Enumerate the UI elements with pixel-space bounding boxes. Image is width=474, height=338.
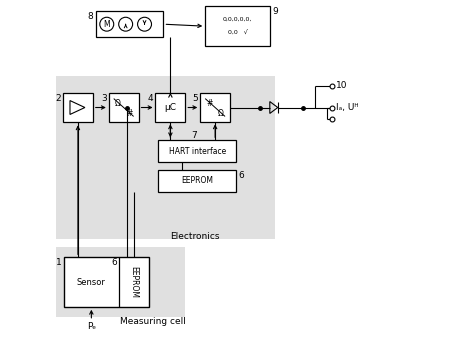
Bar [158, 140, 236, 162]
Text: 1: 1 [56, 258, 62, 267]
Text: 9: 9 [273, 7, 279, 16]
Bar [155, 93, 185, 122]
Text: 0,0   √: 0,0 √ [228, 29, 247, 35]
Bar [63, 93, 93, 122]
Bar [205, 6, 270, 46]
Text: Ω: Ω [115, 99, 121, 108]
Text: 10: 10 [337, 81, 348, 90]
Bar [96, 11, 164, 37]
Text: HART interface: HART interface [169, 147, 226, 155]
Text: Sensor: Sensor [77, 277, 106, 287]
Text: μC: μC [164, 103, 176, 112]
Text: Ω: Ω [218, 109, 224, 118]
Bar [200, 93, 230, 122]
Text: 3: 3 [101, 94, 107, 103]
Text: 4: 4 [148, 94, 154, 103]
Text: 8: 8 [87, 12, 93, 21]
Text: 0,0,0,0,0,: 0,0,0,0,0, [223, 17, 252, 22]
Text: EEPROM: EEPROM [129, 266, 138, 298]
Text: Iₐ, Uᴴ: Iₐ, Uᴴ [337, 103, 359, 112]
Text: 5: 5 [192, 94, 198, 103]
Text: #: # [127, 109, 133, 118]
Circle shape [137, 17, 152, 31]
Text: Pₑ: Pₑ [87, 322, 96, 331]
Bar [56, 76, 275, 239]
Bar [64, 257, 148, 307]
Text: 6: 6 [238, 171, 244, 180]
Text: 7: 7 [191, 131, 197, 140]
Text: 6: 6 [111, 258, 117, 267]
Text: EEPROM: EEPROM [181, 176, 213, 186]
Text: #: # [206, 99, 212, 108]
Bar [56, 247, 185, 317]
Text: M: M [103, 20, 110, 29]
Circle shape [118, 17, 133, 31]
Text: Measuring cell: Measuring cell [119, 317, 185, 326]
Bar [109, 93, 138, 122]
Circle shape [100, 17, 114, 31]
Bar [158, 170, 236, 192]
Text: 2: 2 [55, 94, 61, 103]
Text: Electronics: Electronics [171, 232, 220, 241]
